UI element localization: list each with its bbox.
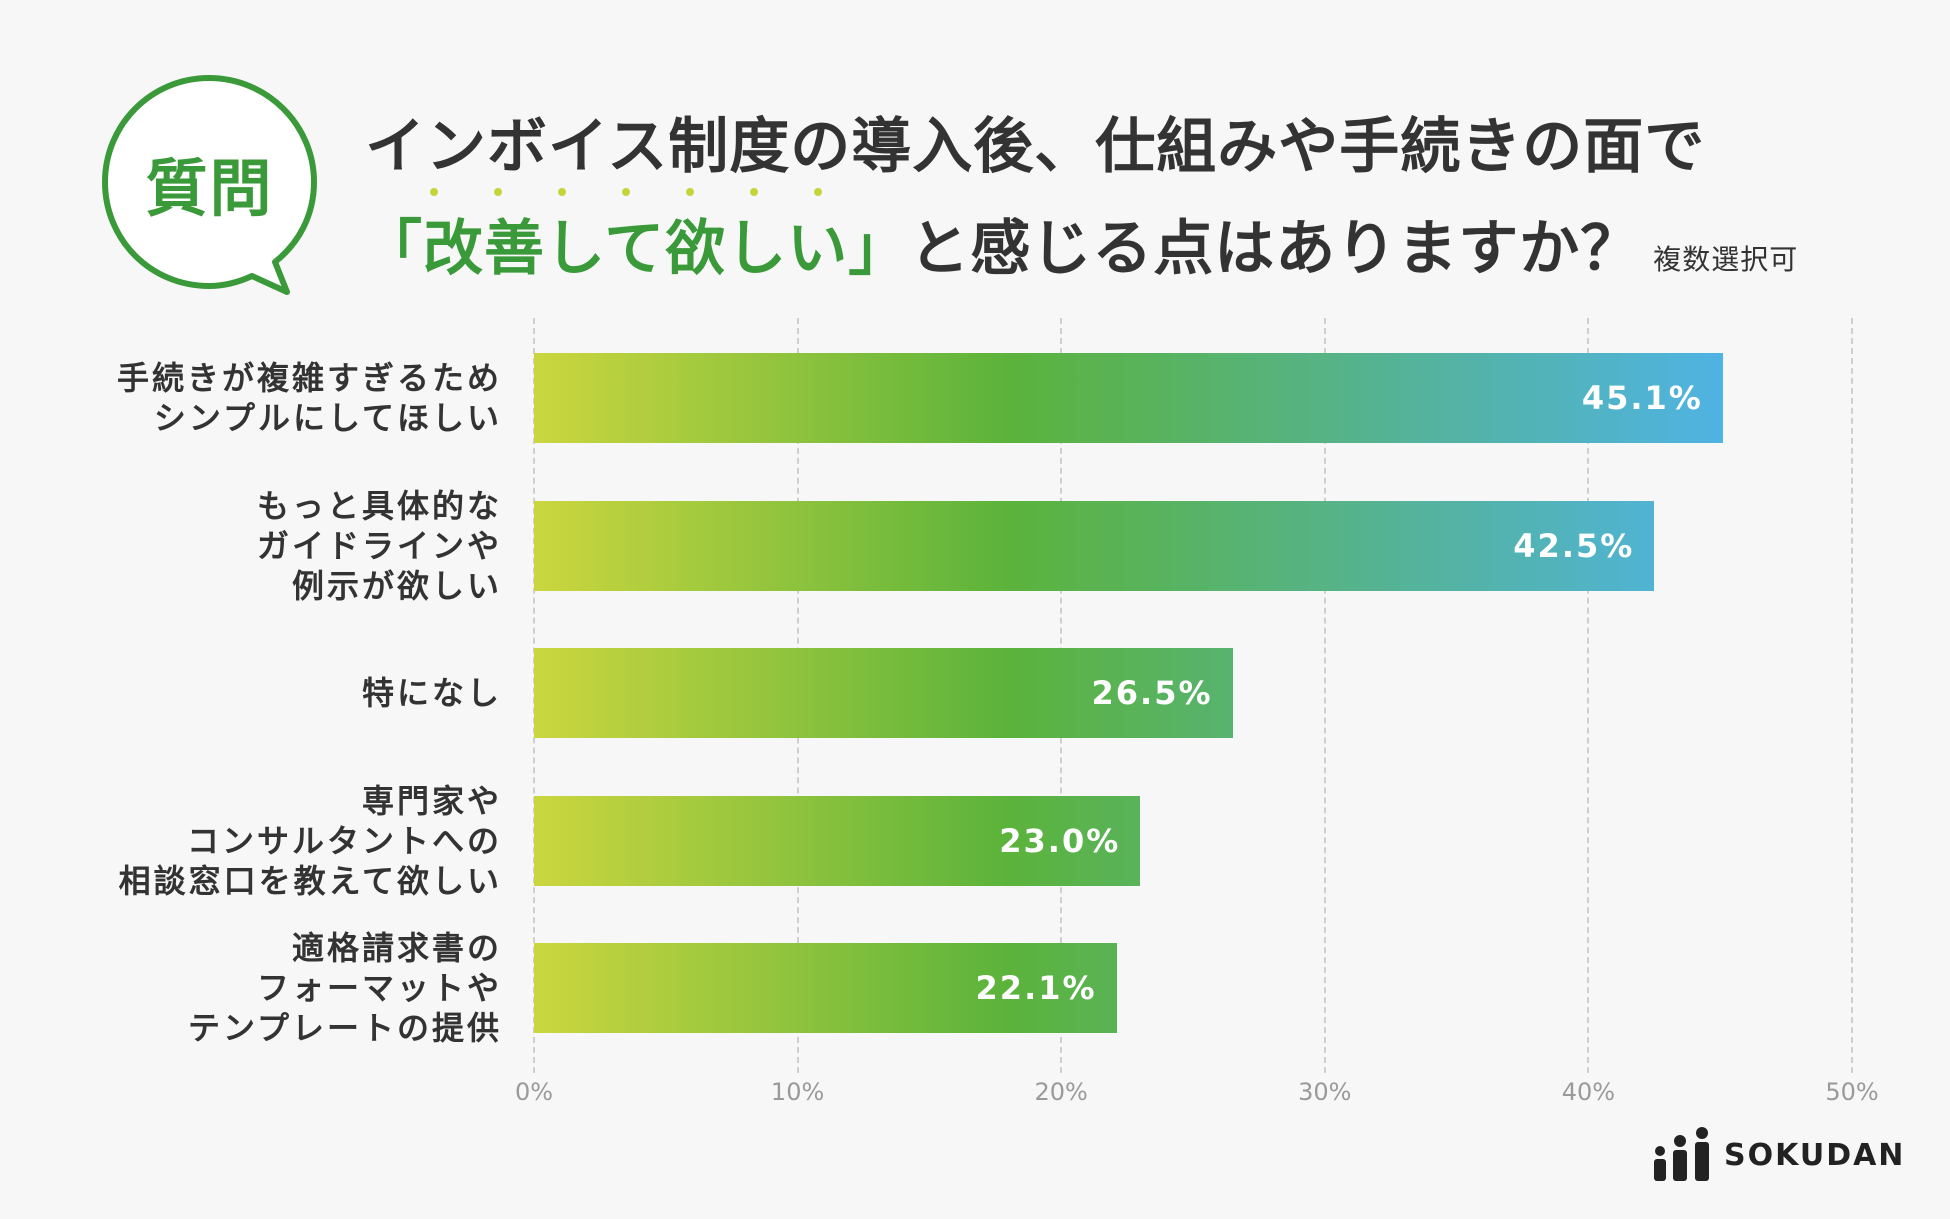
emphasis-dot: [750, 188, 758, 196]
bar: 42.5%: [534, 501, 1655, 591]
x-tick-label: 10%: [770, 1078, 825, 1106]
badge-label: 質問: [145, 151, 274, 225]
logo-text: SOKUDAN: [1724, 1137, 1906, 1173]
emphasis-dot: [686, 188, 694, 196]
page-title-line2: 「改善して欲しい」と感じる点はありますか？ 複数選択可: [362, 200, 1798, 287]
grid-line: [1587, 318, 1590, 1073]
category-label-line: テンプレートの提供: [187, 1009, 502, 1047]
bar-value-label: 22.1%: [975, 969, 1097, 1007]
question-badge: 質問: [97, 70, 322, 295]
grid-line: [1851, 318, 1853, 1073]
bar-value-label: 23.0%: [999, 822, 1121, 860]
category-label: 専門家や コンサルタントへの 相談窓口を教えて欲しい: [119, 781, 502, 901]
bar: 22.1%: [534, 943, 1117, 1033]
category-label-line: 特になし: [361, 674, 502, 712]
logo-icon: [1654, 1127, 1709, 1181]
emphasis-dot: [622, 188, 630, 196]
category-label-line: コンサルタントへの: [186, 822, 502, 860]
bar-value-label: 45.1%: [1581, 379, 1703, 417]
title-rest: と感じる点はありますか？: [909, 214, 1642, 284]
bar-value-label: 42.5%: [1513, 527, 1635, 565]
x-tick-label: 50%: [1825, 1078, 1879, 1106]
category-label: 適格請求書の フォーマットや テンプレートの提供: [188, 928, 502, 1048]
bar-value-label: 26.5%: [1091, 674, 1213, 712]
page-title-line1: インボイス制度の導入後、仕組みや手続きの面で: [365, 112, 1706, 182]
category-label-line: 適格請求書の: [291, 929, 502, 967]
emphasis-dot: [430, 188, 438, 196]
category-label-line: 専門家や: [361, 782, 502, 820]
speech-bubble-icon: [102, 75, 317, 295]
bar: 26.5%: [534, 648, 1233, 738]
category-label-line: 相談窓口を教えて欲しい: [118, 862, 502, 900]
category-label: もっと具体的な ガイドラインや 例示が欲しい: [257, 486, 502, 606]
category-label-line: もっと具体的な: [256, 487, 502, 525]
multiple-choice-note: 複数選択可: [1653, 243, 1799, 276]
category-label: 手続きが複雑すぎるため シンプルにしてほしい: [117, 358, 502, 438]
x-tick-label: 40%: [1561, 1078, 1616, 1106]
title-bracket-open: 「: [362, 214, 423, 284]
x-tick-label: 0%: [514, 1078, 554, 1106]
category-label-line: 例示が欲しい: [291, 567, 502, 605]
grid-line: [1323, 318, 1326, 1073]
category-label: 特になし: [362, 673, 502, 713]
category-label-line: 手続きが複雑すぎるため: [116, 359, 502, 397]
x-tick-label: 30%: [1298, 1078, 1352, 1106]
title-highlight: 改善して欲しい: [423, 214, 849, 284]
emphasis-dot: [814, 188, 822, 196]
category-label-line: シンプルにしてほしい: [153, 399, 502, 437]
x-tick-label: 20%: [1034, 1078, 1088, 1106]
sokudan-logo: SOKUDAN: [1650, 1125, 1905, 1185]
title-bracket-close: 」: [848, 214, 910, 284]
category-label-line: フォーマットや: [256, 969, 502, 1007]
bar: 45.1%: [534, 353, 1723, 443]
emphasis-dot: [558, 188, 566, 196]
bar: 23.0%: [534, 796, 1141, 886]
emphasis-dot: [494, 188, 502, 196]
category-label-line: ガイドラインや: [256, 527, 502, 565]
